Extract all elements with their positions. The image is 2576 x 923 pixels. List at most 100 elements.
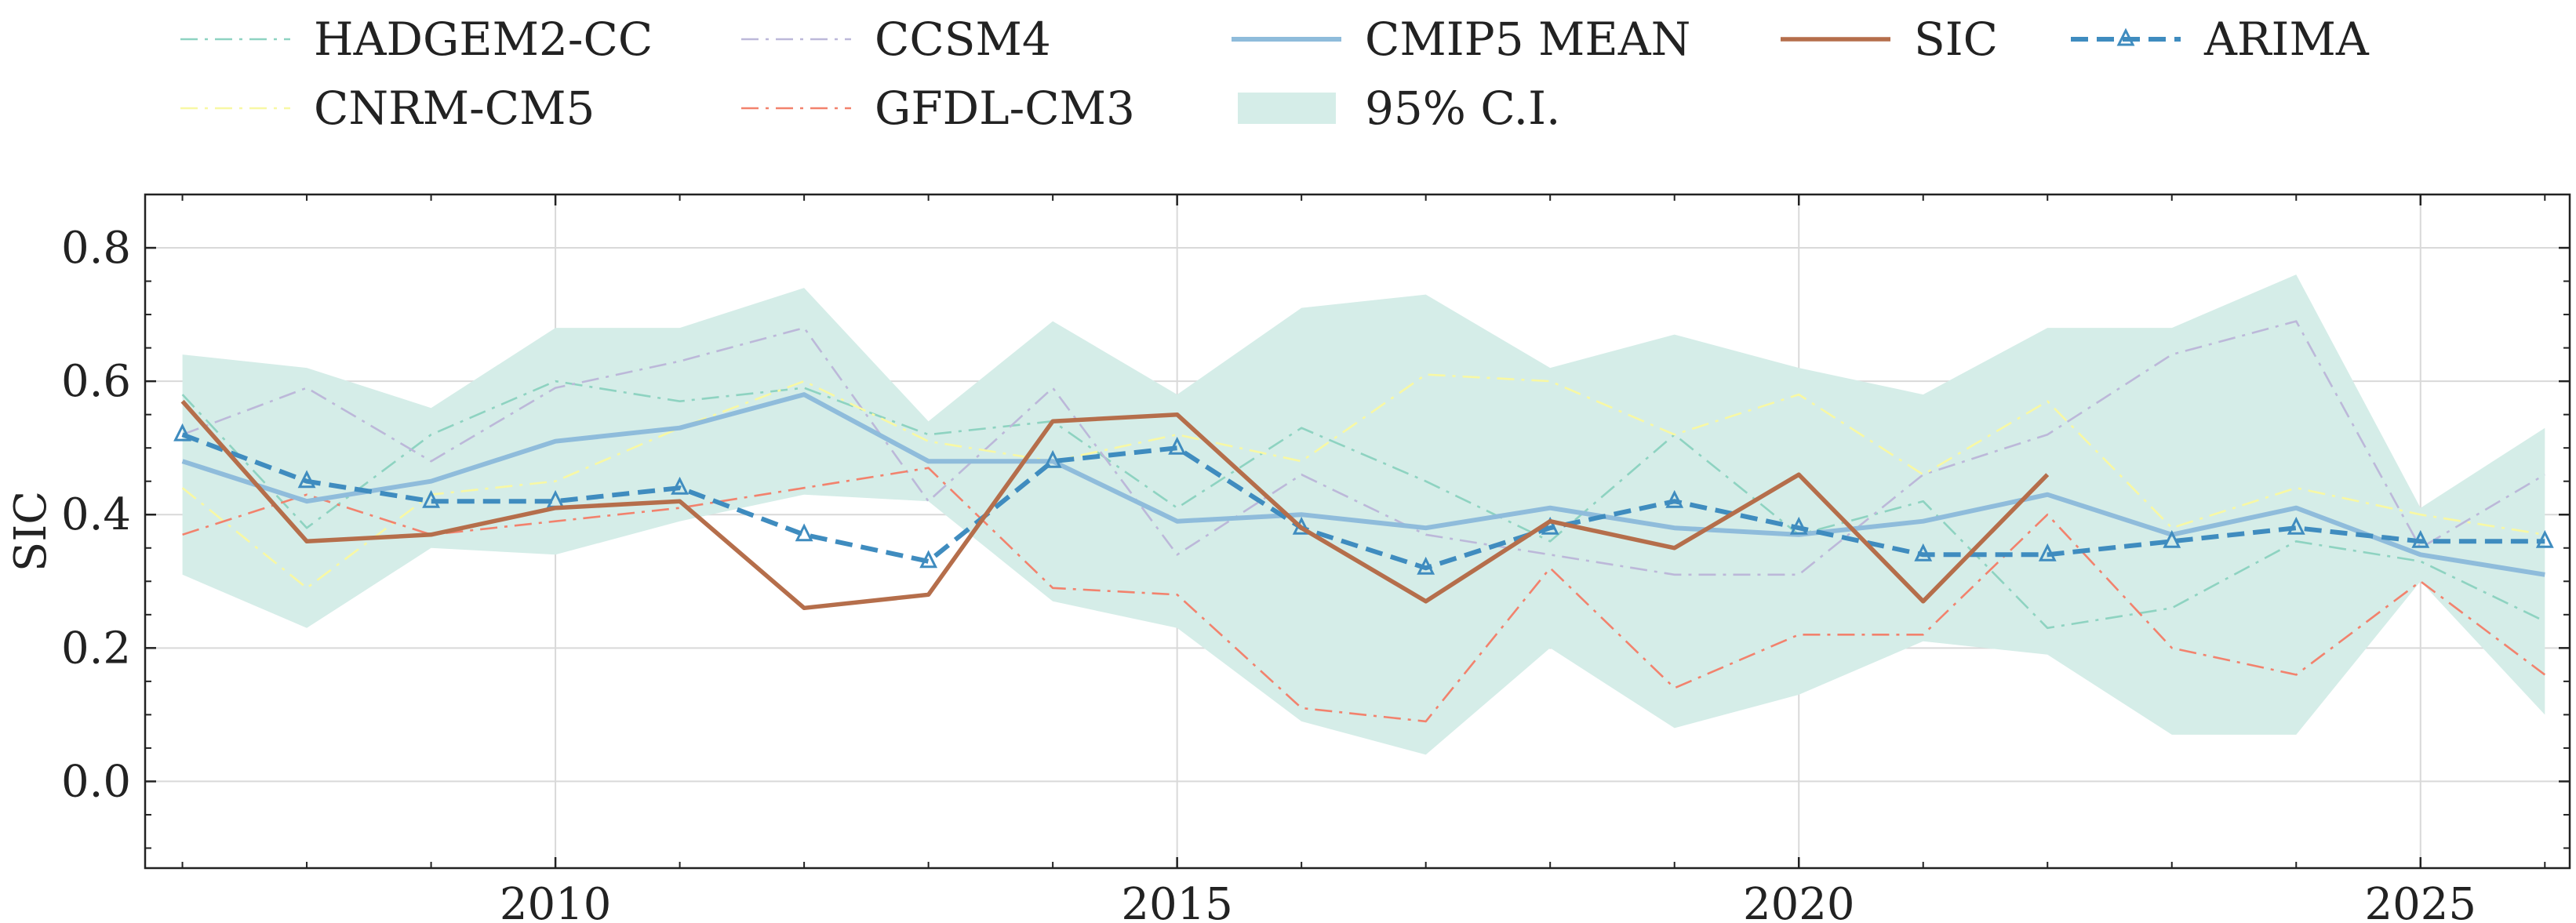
point-cnrm-cm5 (1425, 374, 1426, 375)
point-cmip5-mean (2296, 507, 2297, 508)
point-arima (1665, 489, 1684, 508)
point-cmip5-mean (2420, 554, 2421, 555)
point-cmip5-mean (804, 394, 805, 395)
point-hadgem2-cc (1550, 541, 1551, 542)
point-sic (2047, 474, 2048, 475)
point-arima (2287, 516, 2305, 535)
point-ccsm4 (306, 387, 307, 388)
point-gfdl-cm3 (2296, 674, 2297, 675)
series-lines (173, 320, 2554, 723)
confidence-band (182, 274, 2545, 755)
point-cnrm-cm5 (2171, 528, 2172, 529)
point-hadgem2-cc (679, 401, 680, 402)
legend-label: 95% C.I. (1365, 82, 1560, 135)
point-arima (1417, 556, 1435, 575)
point-ccsm4 (2296, 321, 2297, 322)
point-sic (182, 401, 183, 402)
point-gfdl-cm3 (306, 494, 307, 495)
point-ccsm4 (1550, 554, 1551, 555)
point-cmip5-mean (928, 461, 929, 462)
point-cnrm-cm5 (306, 587, 307, 588)
point-cnrm-cm5 (182, 488, 183, 489)
point-cmip5-mean (1301, 514, 1302, 515)
series-line-hadgem2-cc (181, 380, 2545, 630)
point-arima (1789, 516, 1808, 535)
legend-label: SIC (1914, 13, 1998, 66)
point-arima (1168, 436, 1187, 455)
legend-swatch (1238, 93, 1336, 124)
series-line-gfdl-cm3 (182, 467, 2546, 723)
point-gfdl-cm3 (182, 534, 183, 535)
y-tick-label: 0.8 (61, 223, 131, 274)
point-hadgem2-cc (804, 387, 805, 388)
point-arima (1043, 449, 1062, 468)
point-cmip5-mean (1674, 528, 1675, 529)
point-ccsm4 (1674, 574, 1675, 575)
point-cnrm-cm5 (928, 441, 929, 442)
legend-item-95-c-i-: 95% C.I. (1238, 82, 1560, 135)
point-ccsm4 (2171, 354, 2172, 355)
point-cnrm-cm5 (2047, 401, 2048, 402)
point-sic (1301, 528, 1302, 529)
series-line-arima (181, 432, 2545, 571)
point-gfdl-cm3 (1674, 688, 1675, 689)
point-ccsm4 (1301, 474, 1302, 475)
point-cmip5-mean (1425, 528, 1426, 529)
point-cnrm-cm5 (2420, 514, 2421, 515)
point-cmip5-mean (306, 501, 307, 502)
point-gfdl-cm3 (1550, 568, 1551, 569)
point-ccsm4 (804, 327, 805, 328)
point-sic (306, 541, 307, 542)
legend-item-sic: SIC (1781, 13, 1998, 66)
point-hadgem2-cc (928, 434, 929, 435)
point-sic (1674, 547, 1675, 548)
point-arima (2038, 543, 2057, 561)
y-tick-label: 0.2 (61, 623, 131, 674)
legend-label: ARIMA (2203, 13, 2370, 66)
point-cnrm-cm5 (2296, 488, 2297, 489)
x-tick-label: 2015 (1121, 879, 1233, 923)
point-sic (928, 594, 929, 595)
legend-item-cnrm-cm5: CNRM-CM5 (180, 82, 595, 135)
point-cmip5-mean (679, 427, 680, 428)
point-ccsm4 (928, 501, 929, 502)
point-gfdl-cm3 (2420, 581, 2421, 582)
point-hadgem2-cc (2171, 608, 2172, 609)
series-line-cmip5-mean (181, 392, 2545, 577)
point-gfdl-cm3 (804, 488, 805, 489)
x-tick-label: 2010 (500, 879, 612, 923)
point-arima (2535, 529, 2554, 548)
point-hadgem2-cc (306, 528, 307, 529)
legend-item-hadgem2-cc: HADGEM2-CC (180, 13, 653, 66)
point-cmip5-mean (1550, 507, 1551, 508)
point-gfdl-cm3 (1301, 707, 1302, 708)
point-arima (919, 550, 938, 569)
point-sic (679, 501, 680, 502)
legend-item-ccsm4: CCSM4 (741, 13, 1051, 66)
point-arima (297, 470, 316, 489)
legend-label: HADGEM2-CC (314, 13, 653, 66)
series-line-sic (180, 399, 2050, 611)
legend-item-gfdl-cm3: GFDL-CM3 (741, 82, 1135, 135)
point-cmip5-mean (182, 461, 183, 462)
point-hadgem2-cc (1301, 427, 1302, 428)
series-line-ccsm4 (182, 320, 2545, 576)
point-hadgem2-cc (2047, 627, 2048, 628)
point-hadgem2-cc (182, 394, 183, 395)
point-cnrm-cm5 (1301, 461, 1302, 462)
point-arima (795, 523, 813, 542)
point-cmip5-mean (2047, 494, 2048, 495)
ci-band (182, 274, 2545, 755)
y-axis-label: SIC (5, 491, 56, 572)
x-tick-label: 2020 (1743, 879, 1855, 923)
point-ccsm4 (1425, 534, 1426, 535)
legend-label: CMIP5 MEAN (1365, 13, 1690, 66)
point-gfdl-cm3 (2047, 514, 2048, 515)
x-tick-label: 2025 (2365, 879, 2477, 923)
plot-area: 2010 2015 2020 2025 0.0 0.2 0.4 0.6 0.8 (61, 193, 2571, 923)
point-arima (1541, 516, 1559, 535)
point-gfdl-cm3 (679, 507, 680, 508)
y-tick-label: 0.0 (61, 756, 131, 807)
point-arima (2411, 529, 2430, 548)
